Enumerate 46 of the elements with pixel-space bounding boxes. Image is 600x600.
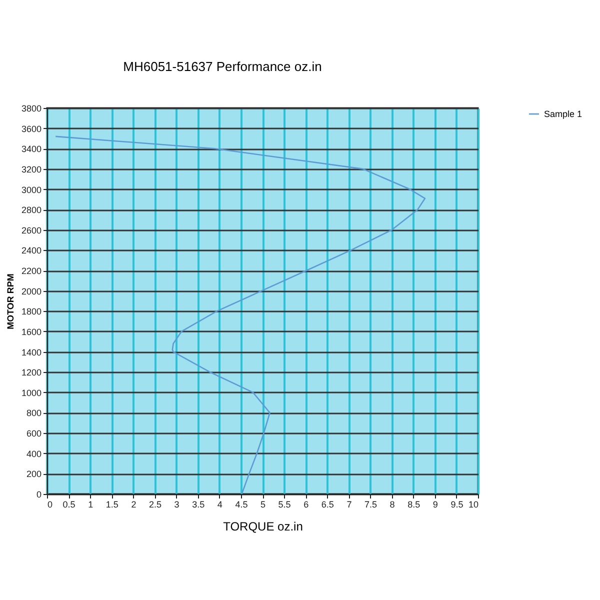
- x-tick-label: 1: [88, 500, 94, 510]
- x-tick-label: 7: [346, 500, 352, 510]
- x-tick-label: 6: [304, 500, 309, 510]
- chart-title: MH6051-51637 Performance oz.in: [123, 59, 322, 74]
- x-axis-title: TORQUE oz.in: [223, 520, 303, 534]
- y-tick-label: 3800: [21, 104, 42, 114]
- y-tick-label: 2200: [21, 266, 42, 276]
- y-tick-label: 1600: [21, 326, 42, 337]
- x-tick-label: 8: [390, 500, 395, 510]
- y-tick-label: 800: [26, 408, 42, 418]
- x-tick-label: 8.5: [408, 500, 420, 510]
- y-tick-label: 2400: [21, 246, 42, 256]
- y-tick-label: 2800: [21, 205, 42, 216]
- x-tick-label: 2.5: [148, 500, 162, 510]
- y-tick-label: 600: [26, 428, 42, 439]
- y-tick-label: 400: [26, 448, 42, 459]
- y-axis-title: MOTOR RPM: [5, 274, 16, 330]
- x-tick-label: 2: [131, 500, 136, 510]
- y-tick-label: 1200: [21, 368, 42, 378]
- y-tick-label: 3400: [21, 144, 42, 154]
- y-tick-label: 1400: [21, 347, 42, 358]
- line-series: [54, 136, 426, 494]
- y-tick-label: 2000: [21, 286, 42, 296]
- y-tick-label: 1000: [21, 388, 42, 398]
- legend-label: Sample 1: [544, 109, 582, 119]
- x-tick-label: 1.5: [106, 500, 118, 510]
- y-tick-label: 2600: [21, 225, 42, 236]
- y-tick-label: 0: [36, 490, 42, 500]
- y-tick-label: 3600: [21, 124, 42, 134]
- x-tick-label: 3.5: [192, 500, 205, 510]
- x-tick-label: 0.5: [62, 500, 76, 510]
- y-tick-label: 200: [26, 469, 42, 480]
- x-tick-label: 6.5: [321, 500, 334, 510]
- x-tick-label: 3: [174, 500, 180, 510]
- y-tick-label: 3000: [21, 184, 42, 195]
- x-tick-label: 10: [468, 500, 478, 510]
- y-tick-label: 3200: [21, 164, 42, 174]
- x-tick-label: 9: [432, 500, 438, 510]
- x-tick-label: 5: [260, 500, 266, 510]
- x-tick-label: 4.5: [235, 500, 248, 510]
- x-tick-label: 9.5: [450, 500, 464, 510]
- y-tick-label: 1800: [21, 306, 42, 317]
- x-tick-label: 4: [217, 500, 222, 510]
- x-tick-label: 7.5: [364, 500, 378, 510]
- x-tick-label: 0: [48, 500, 53, 510]
- x-tick-label: 5.5: [278, 500, 291, 510]
